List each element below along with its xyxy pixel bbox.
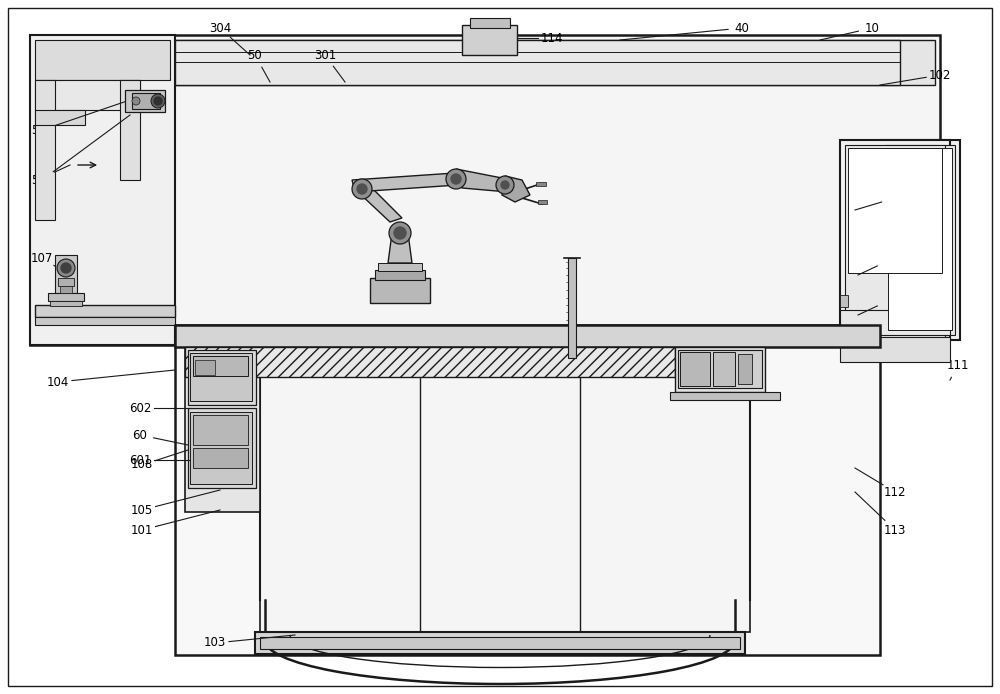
Text: 401: 401: [879, 253, 901, 266]
Bar: [48, 293, 84, 301]
Polygon shape: [352, 173, 458, 192]
Text: 40: 40: [735, 22, 749, 35]
Text: 112: 112: [884, 486, 906, 498]
Text: 60: 60: [133, 428, 147, 441]
Bar: [193, 356, 248, 376]
Bar: [260, 377, 750, 632]
Circle shape: [352, 179, 372, 199]
Bar: [195, 360, 215, 375]
Text: 104: 104: [47, 375, 69, 389]
Text: 30: 30: [35, 171, 49, 185]
Bar: [55, 255, 77, 293]
Text: 304: 304: [209, 22, 231, 35]
Bar: [370, 278, 430, 303]
Bar: [35, 80, 140, 110]
Polygon shape: [388, 233, 412, 263]
Bar: [35, 305, 175, 317]
Bar: [538, 200, 547, 204]
Text: 105: 105: [131, 504, 153, 516]
Circle shape: [57, 259, 75, 277]
Bar: [193, 448, 248, 468]
Circle shape: [451, 174, 461, 184]
Text: 20: 20: [888, 192, 902, 205]
Bar: [120, 80, 140, 180]
Bar: [132, 93, 160, 109]
Circle shape: [132, 97, 140, 105]
Bar: [848, 148, 942, 273]
Bar: [845, 145, 945, 340]
Text: 102: 102: [929, 69, 951, 81]
Circle shape: [501, 181, 509, 189]
Polygon shape: [358, 186, 402, 222]
Bar: [185, 347, 675, 377]
Bar: [58, 278, 74, 286]
Bar: [190, 353, 252, 401]
Text: 502: 502: [31, 174, 53, 187]
Bar: [175, 325, 880, 655]
Bar: [462, 25, 517, 55]
Bar: [175, 40, 900, 85]
Bar: [536, 182, 546, 186]
Bar: [50, 301, 82, 306]
Text: 114: 114: [541, 31, 563, 44]
Bar: [260, 637, 740, 649]
Text: 501: 501: [31, 124, 53, 137]
Bar: [193, 415, 248, 445]
Bar: [675, 347, 765, 392]
Bar: [188, 350, 256, 405]
Polygon shape: [502, 176, 530, 202]
Bar: [255, 632, 745, 654]
Bar: [35, 110, 85, 125]
Bar: [175, 325, 880, 347]
Bar: [880, 140, 960, 340]
Bar: [375, 270, 425, 280]
Bar: [840, 310, 950, 335]
Bar: [888, 148, 952, 330]
Circle shape: [61, 263, 71, 273]
Text: 602: 602: [129, 402, 151, 414]
Bar: [678, 350, 762, 388]
Circle shape: [496, 176, 514, 194]
Bar: [378, 263, 422, 271]
Circle shape: [394, 227, 406, 239]
Bar: [188, 408, 256, 488]
Bar: [840, 337, 950, 362]
Bar: [35, 40, 170, 80]
Circle shape: [446, 169, 466, 189]
Text: 113: 113: [884, 523, 906, 536]
Text: 103: 103: [204, 636, 226, 650]
Circle shape: [389, 222, 411, 244]
Bar: [35, 40, 935, 85]
Bar: [35, 317, 175, 325]
Polygon shape: [456, 169, 508, 192]
Bar: [30, 35, 940, 345]
Text: 101: 101: [131, 523, 153, 536]
Bar: [713, 352, 735, 386]
Bar: [30, 35, 175, 345]
Bar: [185, 347, 260, 512]
Bar: [568, 258, 576, 358]
Circle shape: [357, 184, 367, 194]
Bar: [470, 18, 510, 28]
Bar: [840, 140, 950, 340]
Text: 111: 111: [947, 359, 969, 371]
Bar: [35, 80, 55, 220]
Bar: [125, 90, 165, 112]
Text: 109: 109: [879, 294, 901, 307]
Bar: [190, 412, 252, 484]
Circle shape: [151, 94, 165, 108]
Text: 108: 108: [131, 459, 153, 471]
Bar: [60, 286, 72, 293]
Text: 601: 601: [129, 453, 151, 466]
Bar: [680, 352, 710, 386]
Text: 10: 10: [865, 22, 879, 35]
Circle shape: [154, 97, 162, 105]
Bar: [670, 392, 780, 400]
Text: 50: 50: [248, 49, 262, 62]
Bar: [738, 354, 752, 384]
Bar: [885, 145, 955, 335]
Text: 107: 107: [31, 251, 53, 264]
Bar: [840, 295, 848, 307]
Text: 301: 301: [314, 49, 336, 62]
